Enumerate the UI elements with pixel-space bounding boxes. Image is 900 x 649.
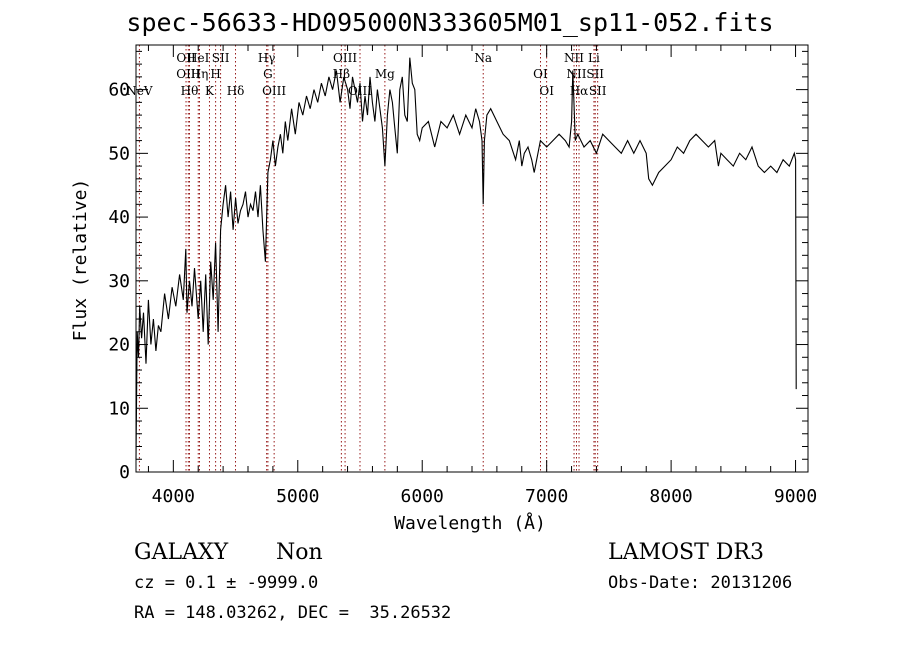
line-label: OII [176, 51, 196, 65]
line-label: OI [539, 84, 554, 98]
line-label: Mg [375, 67, 395, 81]
line-label: G [263, 67, 273, 81]
line-label: HeI [187, 51, 210, 65]
line-label: Li [588, 51, 600, 65]
line-label: Hη [191, 67, 209, 81]
line-markers [138, 45, 599, 472]
line-label: K [205, 84, 215, 98]
line-label: OIII [262, 84, 286, 98]
x-tick-label: 5000 [276, 486, 319, 507]
line-label: SII [586, 67, 604, 81]
y-axis-label: Flux (relative) [70, 179, 91, 342]
line-label: H [210, 67, 220, 81]
line-label: OIII [176, 67, 200, 81]
line-label: SII [589, 84, 607, 98]
line-label: Na [474, 51, 492, 65]
line-label: Hθ [181, 84, 199, 98]
line-labels: NeVOIIOIIIHθHeIHηKHSIIHδHγGOIIIOIIIHβOII… [126, 51, 607, 98]
y-ticks: 0 10 20 30 40 50 60 [108, 50, 808, 483]
survey-name: LAMOST DR3 [608, 540, 764, 565]
x-ticks: 4000 5000 6000 7000 8000 9000 [147, 45, 817, 507]
y-tick-label: 10 [108, 398, 130, 419]
object-subclass: Non [276, 540, 323, 565]
line-label: NeV [126, 84, 153, 98]
y-tick-label: 0 [119, 462, 130, 483]
y-tick-label: 50 [108, 143, 130, 164]
x-tick-label: 4000 [152, 486, 195, 507]
line-label: OI [533, 67, 548, 81]
y-tick-label: 30 [108, 271, 130, 292]
line-label: Hδ [227, 84, 245, 98]
ra-dec: RA = 148.03262, DEC = 35.26532 [134, 603, 452, 623]
line-label: Hγ [258, 51, 276, 65]
x-axis-label: Wavelength (Å) [394, 512, 546, 534]
spectrum-line [135, 57, 797, 460]
x-tick-label: 9000 [774, 486, 817, 507]
x-tick-label: 8000 [649, 486, 692, 507]
plot-frame [135, 44, 809, 473]
x-tick-label: 6000 [401, 486, 444, 507]
chart-title: spec-56633-HD095000N333605M01_sp11-052.f… [126, 8, 774, 37]
y-tick-label: 40 [108, 207, 130, 228]
line-label: NII [567, 67, 587, 81]
y-tick-label: 60 [108, 80, 130, 101]
line-label: SII [212, 51, 230, 65]
y-tick-label: 20 [108, 335, 130, 356]
line-label: NII [564, 51, 584, 65]
cz-value: cz = 0.1 ± -9999.0 [134, 573, 319, 593]
line-label: OIII [333, 51, 357, 65]
x-tick-label: 7000 [525, 486, 568, 507]
obs-date: Obs-Date: 20131206 [608, 573, 793, 593]
object-class: GALAXY [134, 540, 229, 565]
line-label: Hα [570, 84, 589, 98]
